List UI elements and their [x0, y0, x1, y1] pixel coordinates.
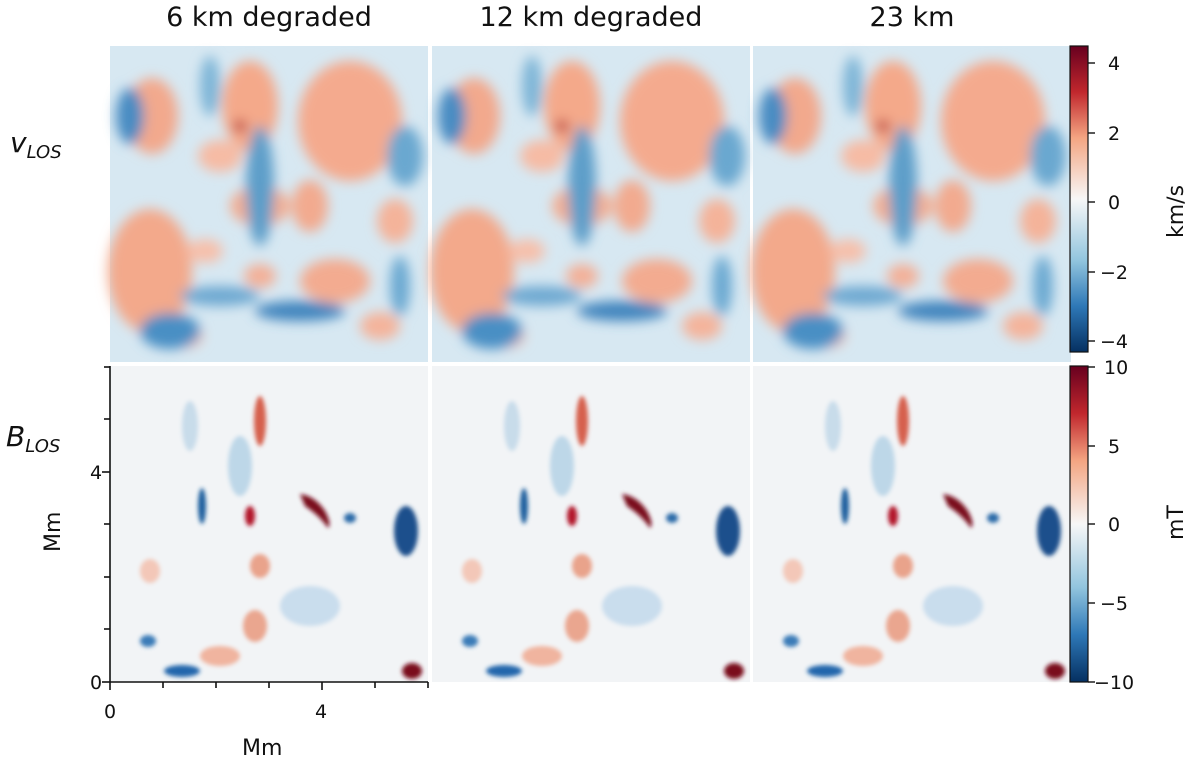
cbar-b-tick-10: 10 [1104, 357, 1128, 379]
colorbar-magnetic [1069, 365, 1095, 683]
column-title-23km: 23 km [869, 2, 955, 33]
row-label-vlos: vLOS [10, 126, 62, 163]
axes-frame [102, 366, 429, 690]
x-tick-4: 4 [315, 701, 327, 723]
panel-vlos-12km [430, 46, 750, 362]
y-axis-label: Mm [41, 512, 66, 552]
cbar-v-tick-4: 4 [1108, 53, 1120, 75]
x-tick-0: 0 [104, 701, 116, 723]
cbar-v-tick-0: 0 [1108, 192, 1120, 214]
cbar-v-tick-2: 2 [1108, 123, 1120, 145]
row-label-blos-subscript: LOS [25, 436, 61, 457]
row-label-blos: BLOS [6, 420, 60, 457]
cbar-b-tick-neg10: −10 [1094, 672, 1134, 694]
cbar-v-tick-neg4: −4 [1100, 331, 1128, 353]
column-title-6km: 6 km degraded [166, 2, 372, 33]
panel-blos-23km [753, 366, 1071, 682]
y-tick-0: 0 [90, 672, 102, 694]
cbar-b-unit: mT [1164, 505, 1189, 540]
cbar-b-tick-0: 0 [1108, 514, 1120, 536]
row-label-vlos-symbol: v [10, 126, 27, 159]
cbar-b-tick-5: 5 [1108, 436, 1120, 458]
panel-vlos-23km [751, 46, 1071, 362]
column-title-12km: 12 km degraded [479, 2, 703, 33]
cbar-v-unit: km/s [1164, 185, 1189, 238]
panel-blos-6km [110, 366, 428, 682]
cbar-b-tick-neg5: −5 [1100, 593, 1128, 615]
row-label-blos-symbol: B [6, 420, 26, 453]
row-label-vlos-subscript: LOS [26, 142, 62, 163]
panel-vlos-6km [108, 46, 428, 362]
panel-blos-12km [432, 366, 750, 682]
y-tick-4: 4 [90, 462, 102, 484]
cbar-v-tick-neg2: −2 [1100, 262, 1128, 284]
x-axis-label: Mm [242, 736, 282, 761]
colorbar-velocity [1069, 45, 1095, 353]
